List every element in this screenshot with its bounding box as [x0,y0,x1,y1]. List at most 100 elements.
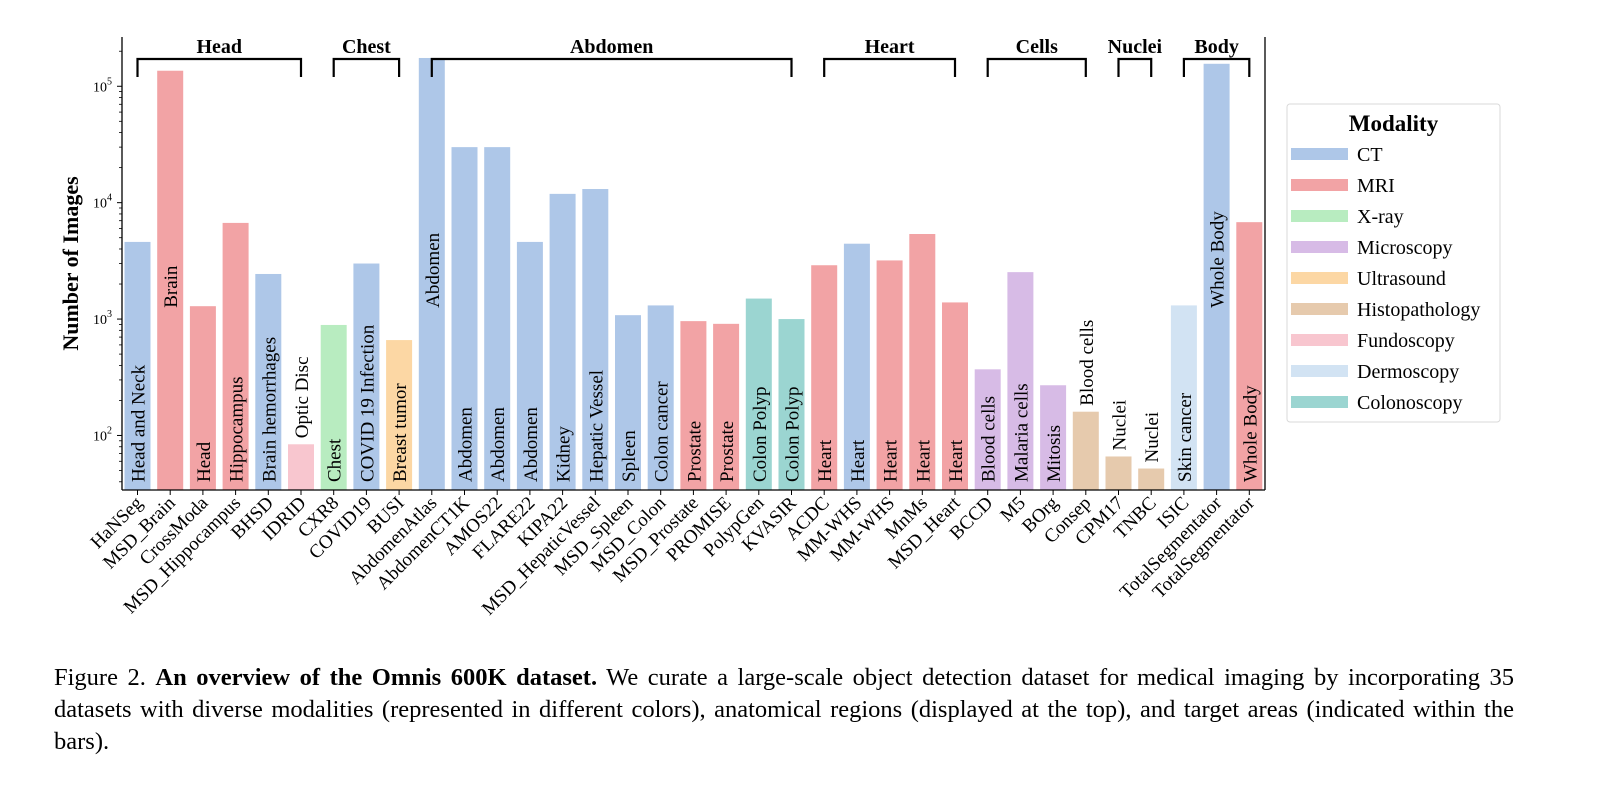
bar-target-label: Optic Disc [292,356,313,438]
bar-target-label: COVID 19 Infection [357,324,378,482]
legend-swatch [1291,334,1348,346]
region-label: Head [196,36,242,58]
bar [1203,63,1230,491]
bar-target-label: Breast tumor [390,383,411,482]
bar-target-label: Prostate [684,421,705,482]
legend-swatch [1291,241,1348,253]
bars-layer [124,57,1263,491]
x-ticks: HaNSegMSD_BrainCrossModaMSD_HippocampusB… [87,490,1259,619]
bar [843,243,870,490]
legend-swatch [1291,179,1348,191]
region-brackets: Head Chest Abdomen Heart Cells Nuclei Body [136,36,1251,77]
bar-target-label: Head [194,441,215,482]
bar [124,241,151,490]
bar [582,189,609,490]
y-ticks: 102 103 104 105 [93,50,122,483]
bar [320,324,347,490]
legend-label: Fundoscopy [1357,330,1455,352]
bar-target-label: Head and Neck [129,364,150,482]
region-bracket [332,57,401,77]
legend: Modality CT MRI X-ray Microscopy Ultrasound H… [1286,103,1501,423]
legend-label: CT [1357,144,1383,166]
bar [713,323,740,490]
legend-swatch [1291,210,1348,222]
caption-title: An overview of the Omnis 600K dataset. [155,664,598,691]
bar [1170,305,1197,490]
bar [157,70,184,490]
region-bracket [823,57,957,77]
bar [288,444,314,490]
bar [1138,468,1165,490]
bar-target-label: Chest [325,438,346,482]
bar [549,193,576,490]
y-tick-label: 102 [93,425,112,444]
bar [1040,385,1067,490]
bar [778,319,805,490]
bar [353,263,380,490]
region-bracket [1117,57,1153,77]
region-bracket [986,57,1087,77]
legend-entries: CT MRI X-ray Microscopy Ultrasound Histopatho… [1291,144,1480,414]
bar [974,369,1001,490]
bar [1007,272,1034,490]
legend-swatch [1291,396,1348,408]
bar-target-label: Heart [848,439,869,482]
bar [680,321,707,490]
bar-target-label: Whole Body [1240,385,1261,482]
bar [255,273,282,490]
y-axis-label: Number of Images [58,176,83,351]
bar [418,57,445,491]
bar-target-label: Colon Polyp [750,386,771,482]
bar [1236,222,1263,490]
bar [647,305,674,490]
region-bracket [1182,57,1251,77]
region-label: Abdomen [570,36,653,58]
bar-target-label: Hippocampus [227,376,248,482]
legend-label: Histopathology [1357,299,1480,321]
bar-target-label: Spleen [619,430,640,482]
figure-caption: Figure 2. An overview of the Omnis 600K … [54,662,1514,758]
bar [451,147,478,491]
bar-target-label: Skin cancer [1175,392,1196,482]
bar-target-label: Brain [161,265,182,308]
legend-swatch [1291,272,1348,284]
bar-target-label: Heart [946,439,967,482]
legend-label: Microscopy [1357,237,1453,259]
bar-target-label: Abdomen [488,407,509,482]
bar-target-label: Prostate [717,421,738,482]
legend-label: Ultrasound [1357,268,1446,290]
legend-label: X-ray [1357,206,1404,228]
bar-target-label: Heart [815,439,836,482]
region-label: Chest [342,36,391,58]
bar-labels-layer: Head and Neck Brain Head Hippocampus Brain h… [129,211,1262,482]
region-bracket [136,57,303,77]
bar [1072,411,1099,490]
bar-chart: Head and Neck Brain Head Hippocampus Brain h… [58,36,1501,619]
bar [222,222,249,490]
bar-target-label: Heart [881,439,902,482]
bar-target-label: Brain hemorrhages [259,337,280,482]
bar-target-label: Colon cancer [652,381,673,482]
bar [942,302,968,490]
bar-target-label: Kidney [554,426,575,482]
bar-target-label: Blood cells [1077,320,1098,406]
y-tick-label: 103 [93,309,112,328]
bar-target-label: Nuclei [1110,400,1131,451]
caption-body: We curate a large-scale object detection… [54,664,1515,755]
bar-target-label: Abdomen [456,407,477,482]
legend-label: Colonoscopy [1357,392,1463,414]
legend-title: Modality [1349,111,1439,136]
legend-label: MRI [1357,175,1395,197]
bar [189,306,216,490]
bar-target-label: Abdomen [521,407,542,482]
region-label: Heart [865,36,915,58]
bar-target-label: Malaria cells [1011,383,1032,482]
region-label: Body [1194,36,1238,58]
legend-swatch [1291,365,1348,377]
y-tick-label: 105 [93,76,112,95]
legend-label: Dermoscopy [1357,361,1459,383]
bar-target-label: Nuclei [1142,412,1163,463]
bar [745,298,772,490]
caption-figure-label: Figure 2. [54,664,146,691]
bar-target-label: Hepatic Vessel [586,370,607,482]
